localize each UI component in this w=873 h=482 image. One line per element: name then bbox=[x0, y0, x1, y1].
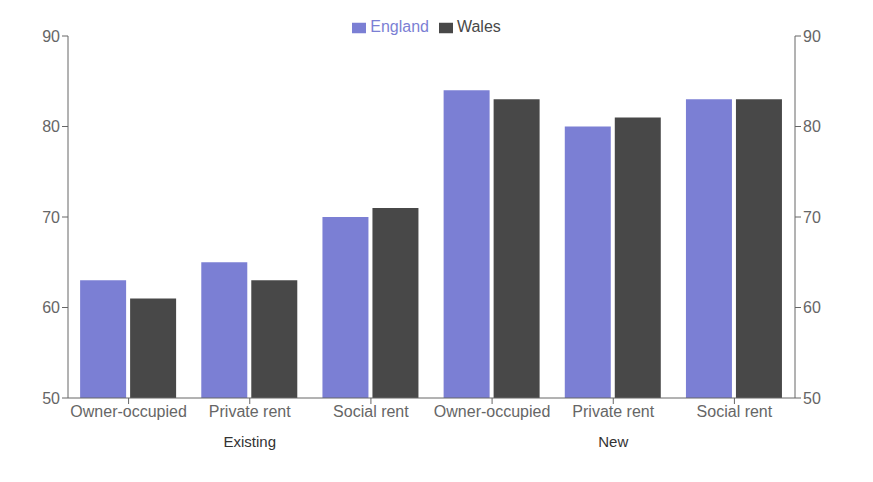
svg-text:Owner-occupied: Owner-occupied bbox=[70, 403, 187, 420]
svg-text:Existing: Existing bbox=[223, 433, 276, 450]
html-text:Wales: Wales bbox=[456, 18, 501, 35]
svg-text:Private rent: Private rent bbox=[209, 403, 291, 420]
svg-text:70: 70 bbox=[803, 209, 821, 226]
svg-text:50: 50 bbox=[42, 390, 60, 407]
html-text:England: England bbox=[370, 18, 429, 35]
svg-text:50: 50 bbox=[803, 390, 821, 407]
svg-text:Private rent: Private rent bbox=[572, 403, 654, 420]
svg-text:60: 60 bbox=[42, 299, 60, 316]
svg-text:Owner-occupied: Owner-occupied bbox=[434, 403, 551, 420]
svg-text:90: 90 bbox=[42, 28, 60, 45]
svg-text:Social rent: Social rent bbox=[697, 403, 773, 420]
svg-text:Social rent: Social rent bbox=[333, 403, 409, 420]
svg-text:New: New bbox=[598, 433, 628, 450]
svg-text:60: 60 bbox=[803, 299, 821, 316]
svg-text:80: 80 bbox=[803, 118, 821, 135]
svg-text:80: 80 bbox=[42, 118, 60, 135]
svg-text:90: 90 bbox=[803, 28, 821, 45]
svg-text:70: 70 bbox=[42, 209, 60, 226]
